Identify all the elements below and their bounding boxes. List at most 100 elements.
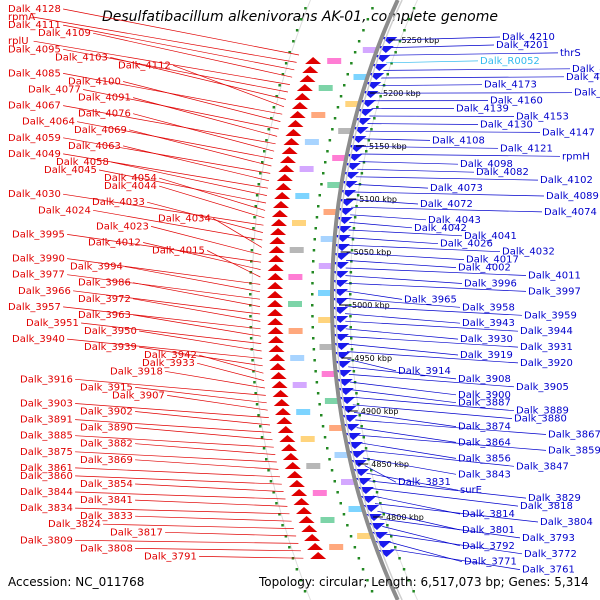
right-gene-label: Dalk_4160 [490, 96, 543, 107]
right-gene-label: Dalk_3771 [464, 557, 517, 568]
right-leader-line [345, 290, 403, 300]
left-leader-line [135, 411, 271, 426]
right-gene-label: Dalk_3920 [520, 358, 573, 369]
left-leader-line [111, 161, 267, 196]
right-leader-line [377, 510, 461, 531]
tick-dot-ring-1 [318, 403, 321, 406]
right-gene-label: Dalk_4153 [516, 112, 569, 123]
tick-dot-ring-0 [259, 425, 262, 428]
reverse-gene-arrow [269, 237, 286, 244]
reverse-gene-arrow [272, 201, 289, 208]
right-leader-line [346, 351, 519, 364]
reverse-gene-arrow [281, 444, 298, 451]
tick-dot-ring-2 [350, 348, 354, 351]
right-leader-line [363, 138, 431, 141]
left-gene-label: Dalk_3986 [78, 278, 131, 289]
right-leader-line [356, 427, 457, 443]
forward-gene-arrow [332, 316, 349, 323]
reverse-gene-arrow [289, 111, 306, 118]
right-gene-label: Dalk_4202 [572, 64, 600, 75]
reverse-gene-arrow [272, 390, 289, 397]
left-gene-label: Dalk_3809 [20, 535, 73, 546]
tick-dot-ring-0 [250, 249, 254, 252]
reverse-gene-arrow [307, 543, 324, 550]
right-leader-line [360, 153, 561, 157]
left-gene-label: Dalk_3869 [80, 455, 133, 466]
cog-color-block-left [299, 166, 314, 172]
tick-dot-ring-2 [379, 95, 382, 98]
left-gene-label: Dalk_4103 [55, 52, 108, 63]
tick-dot-ring-1 [339, 502, 342, 505]
reverse-gene-arrow [269, 354, 286, 361]
tick-dot-ring-0 [278, 84, 281, 87]
topology-text: Topology: circular; Length: 6,517,073 bp… [259, 575, 589, 589]
right-gene-label: Dalk_3997 [528, 286, 581, 297]
cog-color-block-right [334, 452, 349, 458]
left-leader-line [135, 427, 273, 441]
cog-color-block-right [362, 47, 377, 53]
reverse-gene-arrow [296, 84, 313, 91]
cog-color-block-right [318, 290, 332, 296]
tick-dot-ring-2 [350, 337, 353, 340]
right-gene-label: Dalk_3959 [524, 310, 577, 321]
forward-gene-arrow [333, 253, 350, 260]
right-leader-line [382, 526, 461, 547]
forward-gene-arrow [332, 334, 349, 341]
tick-dot-ring-2 [360, 425, 363, 428]
right-gene-label: Dalk_4108 [432, 135, 485, 146]
left-leader-line [33, 16, 297, 63]
reverse-gene-arrow [302, 66, 319, 73]
scale-label: 4950 kbp [354, 354, 392, 363]
tick-dot-ring-0 [284, 535, 288, 538]
right-gene-label: Dalk_3943 [462, 318, 515, 329]
right-leader-line [365, 130, 541, 133]
left-leader-line [75, 403, 269, 418]
forward-gene-arrow [339, 397, 356, 404]
tick-dot-ring-0 [253, 381, 256, 384]
right-gene-label: Dalk_3831 [398, 477, 451, 488]
right-gene-label: Dalk_4026 [440, 239, 493, 250]
forward-gene-arrow [340, 190, 357, 197]
reverse-gene-arrow [269, 363, 286, 370]
left-leader-line [75, 467, 281, 478]
cog-color-block-left [329, 544, 344, 550]
left-leader-line [75, 475, 282, 485]
left-leader-line [63, 48, 288, 93]
right-leader-line [361, 450, 515, 467]
tick-dot-ring-1 [346, 524, 349, 527]
left-leader-line [158, 185, 265, 219]
left-gene-label: Dalk_3939 [84, 342, 137, 353]
right-leader-line [352, 199, 419, 205]
right-leader-line [350, 214, 427, 221]
right-gene-label: Dalk_4179 [574, 88, 600, 99]
tick-dot-ring-0 [295, 568, 299, 571]
right-leader-line [390, 548, 521, 570]
tick-dot-ring-2 [349, 326, 352, 329]
right-leader-line [361, 146, 499, 149]
right-gene-label: Dalk_4210 [502, 32, 555, 43]
tick-dot-ring-0 [253, 216, 256, 219]
right-leader-line [375, 92, 573, 94]
right-leader-line [345, 313, 461, 324]
right-gene-label: Dalk_3867 [548, 430, 600, 441]
tick-dot-ring-2 [355, 392, 358, 395]
left-gene-label: Dalk_4111 [8, 20, 61, 31]
right-leader-line [368, 480, 527, 499]
right-gene-label: Dalk_3829 [528, 493, 581, 504]
tick-dot-ring-1 [371, 7, 374, 10]
reverse-gene-arrow [288, 480, 305, 487]
tick-dot-ring-0 [254, 205, 257, 208]
right-leader-line [359, 442, 457, 459]
right-gene-label: Dalk_3887 [458, 398, 511, 409]
tick-dot-ring-1 [361, 568, 365, 571]
right-leader-line [353, 412, 457, 427]
tick-dot-ring-1 [316, 392, 320, 395]
forward-gene-arrow [337, 208, 354, 215]
tick-dot-ring-0 [269, 480, 273, 483]
left-leader-line [133, 97, 278, 137]
genome-title: Desulfatibacillum alkenivorans AK-01, co… [101, 9, 499, 25]
reverse-gene-arrow [270, 219, 287, 226]
left-leader-line [75, 419, 272, 433]
tick-dot-ring-0 [272, 106, 276, 109]
right-leader-line [366, 472, 459, 491]
